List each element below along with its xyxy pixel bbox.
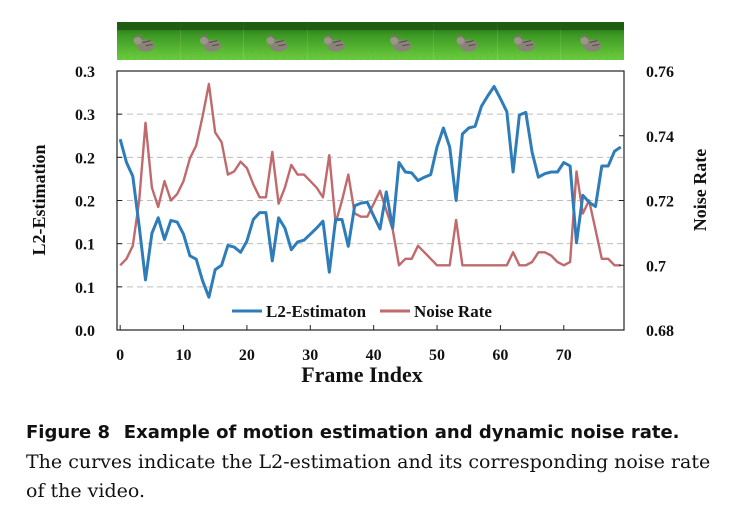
y-left-tick-label: 0.3 [75,64,95,81]
x-tick-label: 40 [366,347,382,364]
video-frame [243,22,308,61]
y-right-tick-label: 0.7 [646,258,666,275]
y-left-tick-label: 0.3 [75,107,95,124]
video-frame [370,22,434,61]
y-left-tick-label: 0.1 [75,237,95,254]
y-axis-right-title: Noise Rate [690,149,710,231]
video-frame-strip [117,22,624,61]
legend-label-noise: Noise Rate [414,302,492,321]
x-tick-label: 0 [116,347,124,364]
x-tick-label: 70 [556,347,572,364]
x-axis-title: Frame Index [301,362,423,387]
video-frame [560,22,624,61]
y-right-tick-label: 0.74 [646,129,674,146]
axes: 0 10 20 30 40 50 60 70 0.0 0.1 0.1 0.2 0.2 0.3 0.3 0.68… [75,64,674,364]
x-tick-label: 10 [176,347,192,364]
y-left-tick-label: 0.1 [75,280,95,297]
y-right-tick-label: 0.76 [646,64,674,81]
caption-label: Figure 8 [26,422,111,443]
x-tick-label: 30 [302,347,318,364]
x-tick-label: 50 [429,347,445,364]
y-right-tick-label: 0.72 [646,194,674,211]
x-tick-label: 20 [239,347,255,364]
figure-caption: Figure 8 Example of motion estimation an… [26,420,726,506]
y-left-tick-label: 0.2 [75,194,95,211]
video-frame [117,22,181,61]
x-tick-label: 60 [492,347,508,364]
video-frame [497,22,561,61]
y-right-tick-label: 0.68 [646,323,674,340]
caption-heading: Figure 8 Example of motion estimation an… [26,420,726,446]
video-frame [433,22,498,61]
y-axis-left-title: L2-Estimation [29,144,49,255]
caption-title: Example of motion estimation and dynamic… [123,422,680,443]
legend: L2-Estimaton Noise Rate [232,302,492,321]
y-left-tick-label: 0.2 [75,150,95,167]
video-frame [180,22,244,61]
legend-label-l2: L2-Estimaton [266,302,367,321]
series-line-l2-estimation [118,85,622,299]
y-left-tick-label: 0.0 [75,323,95,340]
chart: 0 10 20 30 40 50 60 70 0.0 0.1 0.1 0.2 0.2 0.3 0.3 0.68… [29,22,710,387]
video-frame [307,22,371,61]
caption-body: The curves indicate the L2-estimation an… [26,451,711,502]
series-layer [118,82,622,299]
grid [117,113,624,288]
